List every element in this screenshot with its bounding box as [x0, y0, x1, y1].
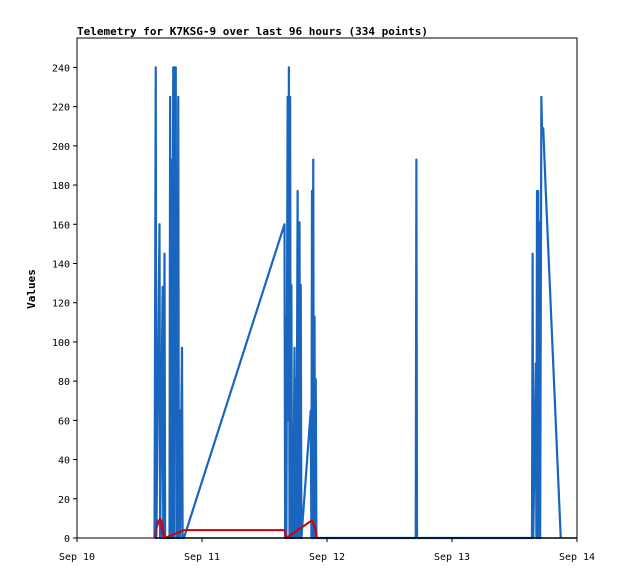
chart-title: Telemetry for K7KSG-9 over last 96 hours… — [77, 25, 428, 38]
y-axis-label: Values — [25, 269, 38, 309]
x-tick-label: Sep 12 — [309, 552, 345, 563]
y-tick-label: 20 — [58, 495, 70, 506]
y-tick-label: 0 — [64, 534, 70, 545]
y-tick-label: 200 — [52, 142, 70, 153]
series-line-3 — [154, 519, 164, 539]
x-tick-label: Sep 10 — [59, 552, 95, 563]
y-tick-label: 140 — [52, 259, 70, 270]
x-tick-label: Sep 14 — [559, 552, 595, 563]
x-tick-label: Sep 13 — [434, 552, 470, 563]
y-tick-label: 220 — [52, 103, 70, 114]
y-tick-label: 40 — [58, 456, 70, 467]
y-tick-label: 120 — [52, 299, 70, 310]
y-tick-label: 180 — [52, 181, 70, 192]
series-layer — [153, 66, 577, 540]
x-tick-label: Sep 11 — [184, 552, 220, 563]
y-tick-label: 100 — [52, 338, 70, 349]
y-tick-label: 80 — [58, 377, 70, 388]
y-tick-label: 240 — [52, 63, 70, 74]
x-axis: Sep 10 Sep 11 Sep 12 Sep 13 Sep 14 — [59, 538, 595, 563]
y-axis: 0 20 40 60 80 100 120 140 160 180 200 220 240 — [52, 63, 77, 545]
plot-frame — [76, 37, 578, 539]
series-line-1 — [153, 66, 562, 540]
y-tick-label: 160 — [52, 220, 70, 231]
y-tick-label: 60 — [58, 416, 70, 427]
